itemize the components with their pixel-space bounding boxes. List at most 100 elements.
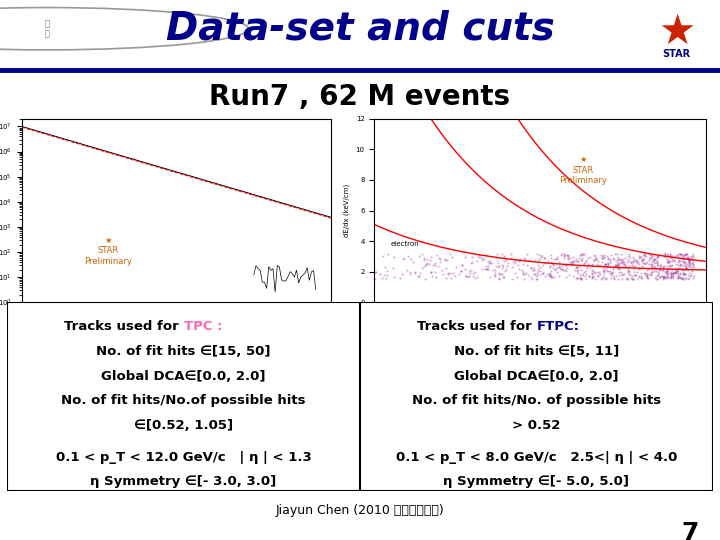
Point [641,269,652,278]
Point [678,264,689,273]
Point [418,256,429,265]
Point [678,259,690,268]
Point [559,251,571,259]
Point [580,267,592,275]
Point [618,260,629,269]
Point [443,270,454,279]
Point [537,261,549,270]
Point [651,252,662,261]
Point [572,257,583,266]
Point [643,254,654,262]
Point [557,265,568,274]
Point [420,260,431,269]
Point [618,269,630,278]
Point [678,258,690,266]
Point [652,271,664,280]
Point [536,253,547,261]
Point [626,274,638,283]
Point [575,250,586,259]
Point [552,254,563,263]
Point [652,253,664,262]
Point [553,272,564,281]
Point [493,268,505,277]
Point [616,258,628,267]
Point [685,269,696,278]
Point [433,253,444,262]
Point [682,253,693,262]
Point [537,268,549,277]
Point [581,262,593,271]
Point [612,274,624,283]
Point [528,263,539,272]
Point [636,255,648,264]
Point [656,271,667,280]
Point [608,273,620,282]
Point [534,251,546,259]
Point [680,260,691,269]
Point [601,262,613,271]
Point [614,264,626,272]
Point [596,253,608,262]
Point [499,266,510,275]
Point [537,268,549,277]
Text: 7: 7 [681,521,698,540]
Point [649,274,660,283]
Point [676,274,688,282]
Point [487,266,498,274]
Point [645,254,657,262]
Point [687,261,698,269]
Point [521,269,532,278]
Point [616,258,627,266]
Point [653,265,665,274]
Point [616,255,627,264]
Point [629,256,641,265]
Point [666,266,678,274]
Point [554,264,565,273]
Point [613,271,624,279]
Point [485,256,496,265]
Point [634,273,645,281]
Point [673,273,685,281]
Point [374,270,386,279]
Point [608,254,619,262]
Point [613,261,624,270]
Point [641,272,652,280]
Point [482,256,494,265]
Point [544,263,556,272]
Point [570,255,582,264]
Point [607,265,618,273]
Point [679,269,690,278]
Point [683,256,695,265]
Point [646,271,657,279]
Point [539,272,551,280]
Point [599,261,611,269]
Point [662,258,674,266]
Point [683,254,694,262]
Point [683,256,695,265]
Point [652,259,663,268]
Point [465,259,477,267]
Point [587,266,598,274]
Point [484,273,495,281]
Point [409,267,420,276]
Point [679,257,690,266]
Point [555,264,567,273]
Point [624,270,635,279]
Point [577,269,589,278]
Point [684,272,696,281]
Point [655,261,667,269]
Point [685,254,696,263]
Point [660,249,671,258]
Point [580,275,592,284]
Point [682,274,693,283]
Point [681,253,693,261]
Point [639,250,650,259]
Point [639,250,650,259]
Point [618,262,629,271]
Point [500,265,512,273]
Point [497,261,508,270]
Point [637,255,649,264]
Point [459,265,471,273]
Point [675,261,686,269]
Point [583,260,595,269]
